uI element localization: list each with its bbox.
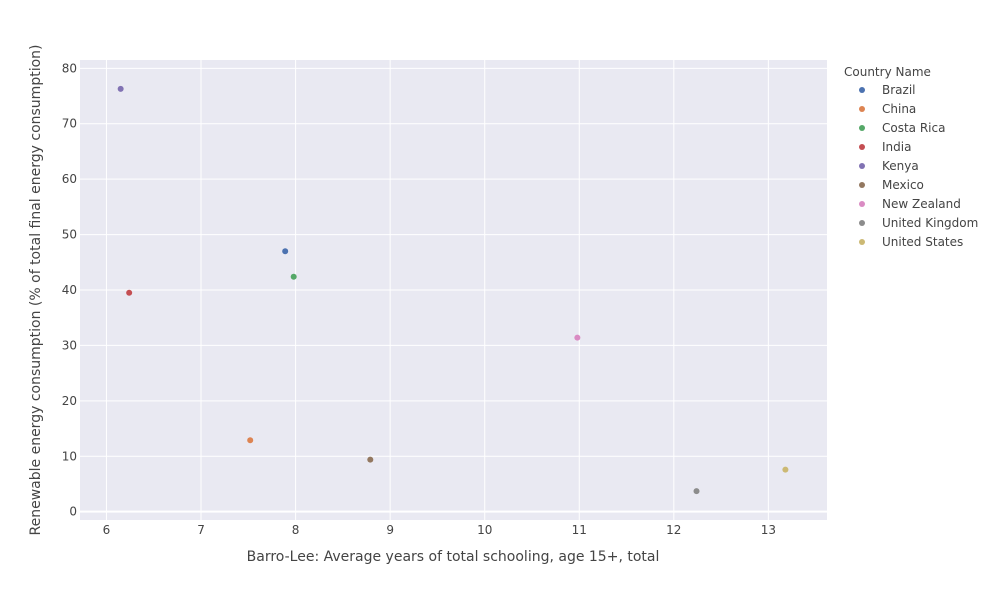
legend-marker (859, 182, 865, 188)
legend-label: United Kingdom (882, 216, 978, 230)
data-point-kenya[interactable] (117, 85, 124, 92)
legend-item-mexico[interactable]: Mexico (859, 178, 924, 192)
data-point-brazil[interactable] (282, 248, 289, 255)
legend-label: New Zealand (882, 197, 961, 211)
y-axis-ticks: 0 10 20 30 40 50 60 70 80 (62, 61, 77, 518)
y-tick-label: 70 (62, 117, 77, 131)
x-tick-label: 7 (197, 523, 205, 537)
legend-item-brazil[interactable]: Brazil (859, 83, 916, 97)
grid (80, 60, 827, 520)
y-tick-label: 40 (62, 283, 77, 297)
y-axis-title: Renewable energy consumption (% of total… (28, 45, 44, 536)
legend-label: Mexico (882, 178, 924, 192)
legend-label: United States (882, 235, 963, 249)
legend-label: Kenya (882, 159, 919, 173)
legend-marker (859, 239, 865, 245)
legend-marker (859, 87, 865, 93)
y-tick-label: 80 (62, 61, 77, 75)
legend-item-united-kingdom[interactable]: United Kingdom (859, 216, 978, 230)
legend-label: China (882, 102, 916, 116)
legend[interactable]: Country Name Brazil China Costa Rica India K… (844, 65, 978, 249)
data-points (117, 85, 789, 495)
legend-marker (859, 220, 865, 226)
legend-marker (859, 163, 865, 169)
x-axis-ticks: 6 7 8 9 10 11 12 13 (103, 523, 776, 537)
data-point-united-kingdom[interactable] (693, 488, 700, 495)
legend-item-costa-rica[interactable]: Costa Rica (859, 121, 945, 135)
data-point-china[interactable] (247, 437, 254, 444)
y-tick-label: 50 (62, 228, 77, 242)
data-point-mexico[interactable] (367, 456, 374, 463)
data-point-costa-rica[interactable] (290, 273, 297, 280)
data-point-india[interactable] (126, 289, 133, 296)
legend-item-kenya[interactable]: Kenya (859, 159, 919, 173)
legend-item-new-zealand[interactable]: New Zealand (859, 197, 961, 211)
y-tick-label: 10 (62, 449, 77, 463)
legend-item-india[interactable]: India (859, 140, 911, 154)
x-tick-label: 11 (572, 523, 587, 537)
x-tick-label: 9 (386, 523, 394, 537)
legend-item-china[interactable]: China (859, 102, 916, 116)
x-tick-label: 8 (292, 523, 300, 537)
y-tick-label: 60 (62, 172, 77, 186)
x-tick-label: 12 (666, 523, 681, 537)
legend-label: India (882, 140, 911, 154)
legend-marker (859, 201, 865, 207)
y-tick-label: 20 (62, 394, 77, 408)
data-point-united-states[interactable] (782, 466, 789, 473)
x-tick-label: 10 (477, 523, 492, 537)
legend-item-united-states[interactable]: United States (859, 235, 963, 249)
y-tick-label: 0 (69, 505, 77, 519)
legend-marker (859, 106, 865, 112)
legend-label: Costa Rica (882, 121, 945, 135)
legend-marker (859, 125, 865, 131)
data-point-new-zealand[interactable] (574, 334, 581, 341)
legend-marker (859, 144, 865, 150)
x-tick-label: 6 (103, 523, 111, 537)
legend-title: Country Name (844, 65, 931, 79)
x-axis-title: Barro-Lee: Average years of total school… (247, 549, 660, 565)
x-tick-label: 13 (761, 523, 776, 537)
legend-label: Brazil (882, 83, 916, 97)
y-tick-label: 30 (62, 338, 77, 352)
